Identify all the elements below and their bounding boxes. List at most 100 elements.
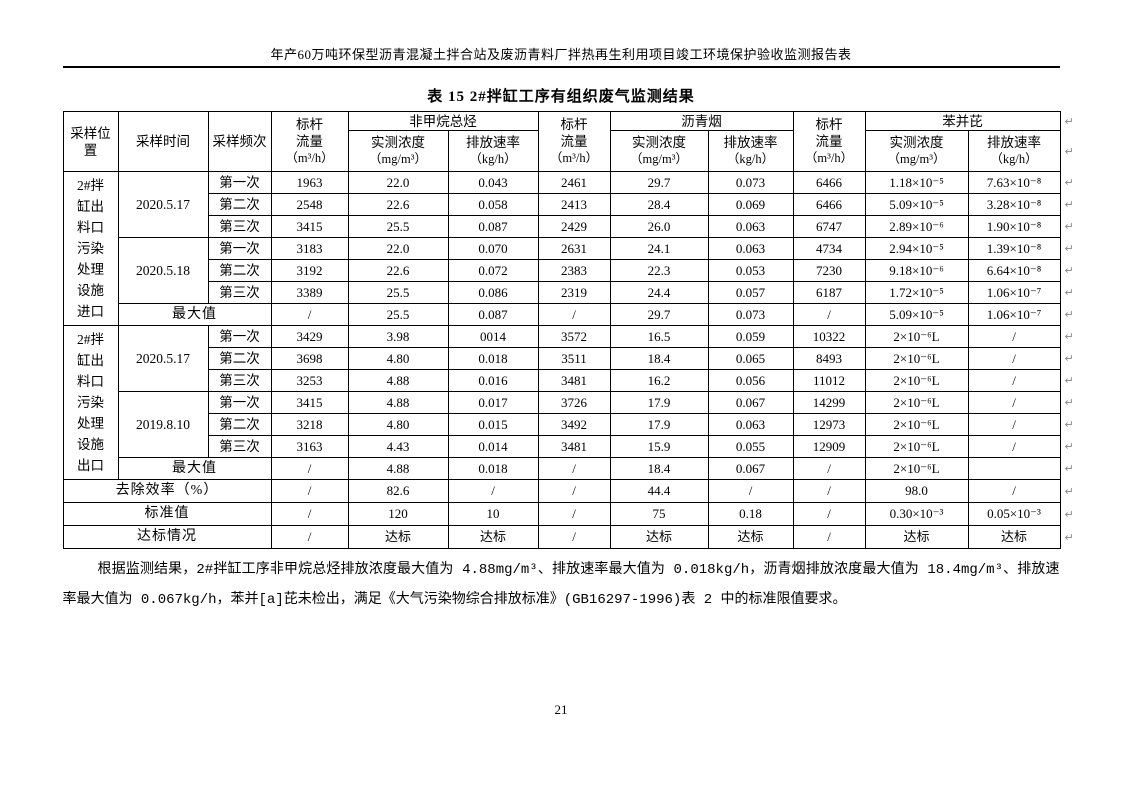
value-cell: / [792,502,866,526]
value-cell: 18.4 [609,457,709,480]
value-cell: 3183 [270,237,349,260]
value-cell: 0.073 [707,303,794,326]
paragraph-mark-icon: ↵ [1064,484,1074,498]
value-cell: 24.4 [609,281,709,304]
paragraph-mark-icon: ↵ [1064,198,1074,211]
value-cell: 120 [347,502,449,526]
paragraph-mark-icon: ↵ [1064,440,1074,453]
value-cell: 1.90×10⁻⁸ [967,215,1061,238]
value-cell: 22.6 [347,259,449,282]
header-cell: 标杆流量 （m³/h） [270,111,349,172]
value-cell: 4.80 [347,413,449,436]
sampling-date-cell: 2020.5.18 [117,237,209,304]
value-cell: 0.057 [707,281,794,304]
value-cell: 3429 [270,325,349,348]
value-cell: 11012 [792,369,866,392]
value-cell: 28.4 [609,193,709,216]
sampling-date-cell: 2019.8.10 [117,391,209,458]
value-cell: 3389 [270,281,349,304]
value-cell: 3492 [537,413,611,436]
value-cell: 0.05×10⁻³ [967,502,1061,526]
value-cell: 2×10⁻⁶L [864,413,969,436]
value-cell: 2×10⁻⁶L [864,457,969,480]
value-cell: 5.09×10⁻⁵ [864,193,969,216]
value-cell: / [967,347,1061,370]
value-cell: 0.069 [707,193,794,216]
header-cell: 标杆流量 （m³/h） [537,111,611,172]
sampling-freq-cell: 第二次 [207,347,272,370]
value-cell: 达标 [864,525,969,549]
header-cell: 采样时间 [117,111,209,172]
value-cell: 0.056 [707,369,794,392]
value-cell: 达标 [707,525,794,549]
value-cell: 达标 [447,525,539,549]
paragraph-mark-icon: ↵ [1064,418,1074,431]
value-cell: 25.5 [347,303,449,326]
value-cell: 25.5 [347,215,449,238]
paragraph-mark-icon: ↵ [1064,462,1074,475]
value-cell: 24.1 [609,237,709,260]
value-cell: 26.0 [609,215,709,238]
value-cell: 22.6 [347,193,449,216]
paragraph-mark-icon: ↵ [1064,176,1074,189]
value-cell: / [537,525,611,549]
sampling-location-cell: 2#拌缸出料口污染处理设施进口 [62,171,119,326]
value-cell: 10322 [792,325,866,348]
value-cell: / [967,413,1061,436]
value-cell: 17.9 [609,391,709,414]
sampling-freq-cell: 第一次 [207,171,272,194]
value-cell: 2×10⁻⁶L [864,435,969,458]
value-cell: 3163 [270,435,349,458]
value-cell: 3481 [537,435,611,458]
value-cell: 25.5 [347,281,449,304]
value-cell: 3.28×10⁻⁸ [967,193,1061,216]
value-cell: 4.43 [347,435,449,458]
sampling-date-cell: 2020.5.17 [117,325,209,392]
value-cell: 16.2 [609,369,709,392]
value-cell: 0.067 [707,391,794,414]
paragraph-mark-icon: ↵ [1064,220,1074,233]
value-cell: / [270,479,349,503]
value-cell: 0.070 [447,237,539,260]
value-cell: 15.9 [609,435,709,458]
value-cell: 0.087 [447,215,539,238]
value-cell: 6747 [792,215,866,238]
sampling-freq-cell: 第二次 [207,413,272,436]
value-cell: 4734 [792,237,866,260]
footer-label-cell: 去除效率（%） [62,479,272,503]
header-cell: 排放速率 （kg/h） [447,130,539,172]
value-cell: / [967,369,1061,392]
value-cell: / [792,525,866,549]
sampling-freq-cell: 第三次 [207,369,272,392]
sampling-freq-cell: 第一次 [207,391,272,414]
value-cell: 达标 [609,525,709,549]
monitoring-table-wrap: 采样位置 采样时间 采样频次 标杆流量 （m³/h） 非甲烷总烃 标杆流量 （m³/h… [62,111,1074,549]
value-cell: 0.059 [707,325,794,348]
value-cell: 8493 [792,347,866,370]
value-cell: 1.39×10⁻⁸ [967,237,1061,260]
value-cell: 0.053 [707,259,794,282]
header-cell: 沥青烟 [609,111,794,131]
value-cell: 4.88 [347,391,449,414]
paragraph-mark-icon: ↵ [1064,286,1074,299]
value-cell: / [967,479,1061,503]
value-cell: 12973 [792,413,866,436]
sampling-freq-cell: 第三次 [207,215,272,238]
value-cell: / [967,391,1061,414]
document-header-title: 年产60万吨环保型沥青混凝土拌合站及废沥青料厂拌热再生利用项目竣工环境保护验收监… [270,47,852,62]
value-cell: 6.64×10⁻⁸ [967,259,1061,282]
value-cell: 3572 [537,325,611,348]
value-cell: 0.065 [707,347,794,370]
value-cell: 6187 [792,281,866,304]
value-cell: 5.09×10⁻⁵ [864,303,969,326]
value-cell: 4.80 [347,347,449,370]
value-cell: 22.0 [347,237,449,260]
value-cell: 3511 [537,347,611,370]
value-cell: 9.18×10⁻⁶ [864,259,969,282]
value-cell: 2383 [537,259,611,282]
sampling-freq-cell: 第一次 [207,325,272,348]
header-cell: 实测浓度 （mg/m³） [347,130,449,172]
value-cell: 2×10⁻⁶L [864,325,969,348]
value-cell: / [270,525,349,549]
value-cell: / [967,435,1061,458]
